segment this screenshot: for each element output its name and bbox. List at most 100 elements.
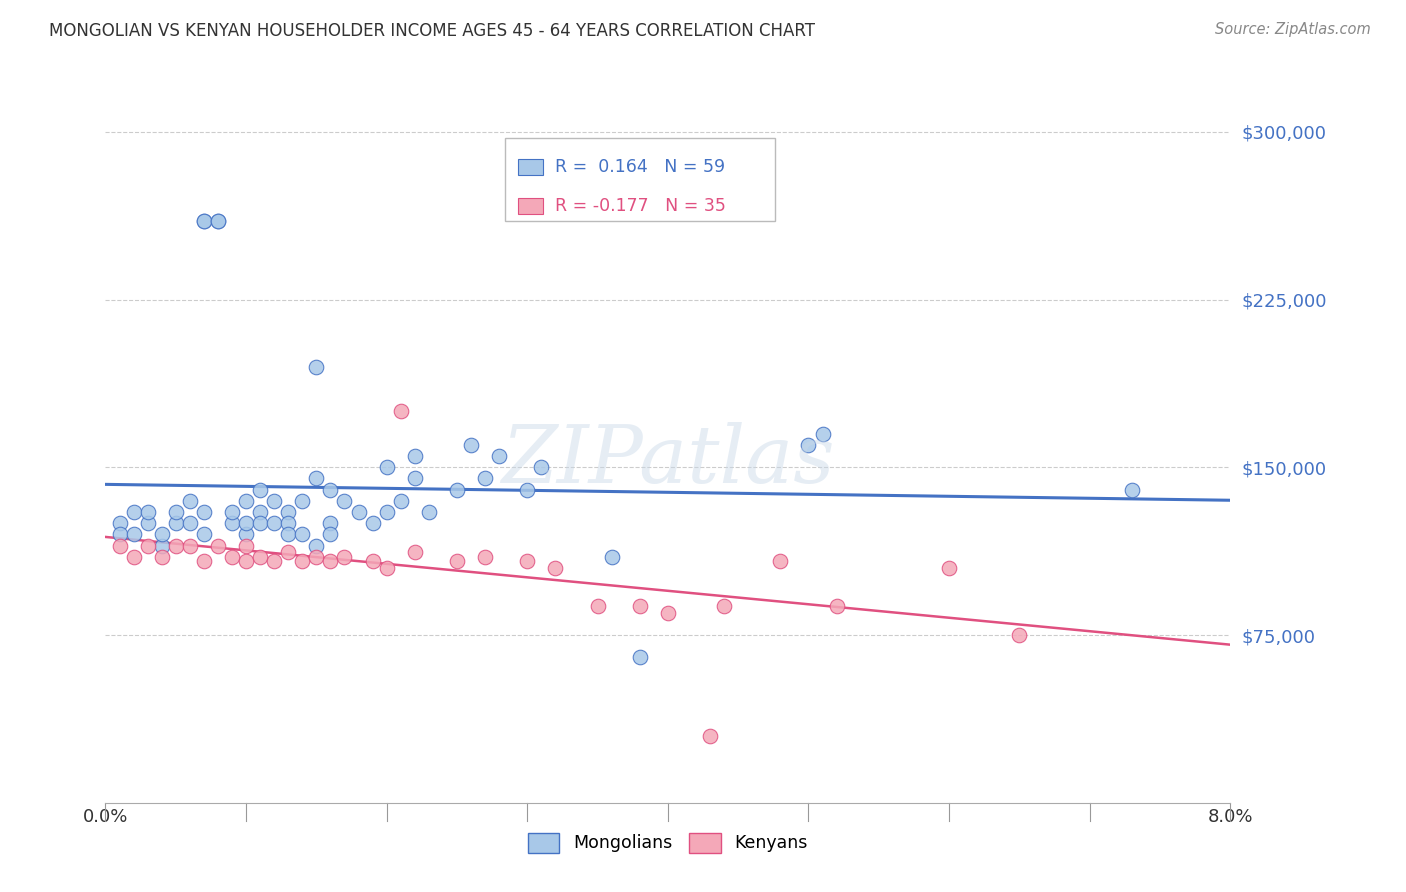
Point <box>446 554 468 568</box>
Point <box>122 505 145 519</box>
Point <box>193 214 215 228</box>
Point <box>305 539 328 553</box>
Point <box>108 539 131 553</box>
FancyBboxPatch shape <box>519 198 543 214</box>
Point <box>150 527 173 541</box>
Point <box>375 505 398 519</box>
Point <box>474 549 496 564</box>
Point <box>1121 483 1143 497</box>
Point <box>305 549 328 564</box>
Point <box>108 516 131 531</box>
Point <box>333 493 356 508</box>
Point <box>600 549 623 564</box>
Point <box>488 449 510 463</box>
Point <box>516 483 538 497</box>
Point <box>404 449 426 463</box>
Point <box>165 505 187 519</box>
Point <box>263 493 285 508</box>
Point <box>769 554 792 568</box>
Point <box>179 516 201 531</box>
Text: R =  0.164   N = 59: R = 0.164 N = 59 <box>555 158 725 176</box>
Point <box>361 516 384 531</box>
Point <box>404 545 426 559</box>
Point <box>361 554 384 568</box>
Point <box>446 483 468 497</box>
Point <box>375 460 398 475</box>
Point <box>811 426 834 441</box>
Point <box>460 438 482 452</box>
Point <box>122 549 145 564</box>
Point <box>249 483 271 497</box>
Point <box>319 554 342 568</box>
Point <box>193 554 215 568</box>
Point <box>938 561 960 575</box>
Point <box>221 505 243 519</box>
Point <box>179 493 201 508</box>
Point <box>628 650 651 665</box>
Point <box>530 460 553 475</box>
Point <box>305 471 328 485</box>
FancyBboxPatch shape <box>505 137 775 221</box>
Point <box>404 471 426 485</box>
Point <box>713 599 735 613</box>
Point <box>474 471 496 485</box>
Point <box>150 549 173 564</box>
Point <box>389 404 412 418</box>
Point <box>347 505 370 519</box>
Point <box>136 516 159 531</box>
Point <box>319 527 342 541</box>
Point <box>235 539 257 553</box>
Point <box>277 545 299 559</box>
Point <box>165 516 187 531</box>
Point <box>263 554 285 568</box>
Point <box>291 493 314 508</box>
Point <box>249 505 271 519</box>
Point <box>207 214 229 228</box>
Text: Source: ZipAtlas.com: Source: ZipAtlas.com <box>1215 22 1371 37</box>
Point <box>277 516 299 531</box>
Point <box>418 505 440 519</box>
Point <box>235 516 257 531</box>
Point <box>249 516 271 531</box>
Point <box>277 527 299 541</box>
Point <box>193 214 215 228</box>
Point <box>165 539 187 553</box>
Text: ZIPatlas: ZIPatlas <box>501 423 835 500</box>
Point <box>150 539 173 553</box>
Point <box>108 527 131 541</box>
Point <box>375 561 398 575</box>
Legend: Mongolians, Kenyans: Mongolians, Kenyans <box>520 826 815 860</box>
Point <box>586 599 609 613</box>
Point <box>699 729 721 743</box>
Point <box>544 561 567 575</box>
Point <box>277 505 299 519</box>
Point <box>319 483 342 497</box>
Point <box>797 438 820 452</box>
Point <box>207 214 229 228</box>
Point <box>249 549 271 564</box>
Point <box>291 527 314 541</box>
Point <box>305 359 328 374</box>
Point <box>235 554 257 568</box>
Point <box>1008 628 1031 642</box>
Point <box>235 527 257 541</box>
Point <box>193 527 215 541</box>
Point <box>136 505 159 519</box>
Point <box>319 516 342 531</box>
Point <box>825 599 848 613</box>
Point <box>291 554 314 568</box>
Point <box>136 539 159 553</box>
Text: MONGOLIAN VS KENYAN HOUSEHOLDER INCOME AGES 45 - 64 YEARS CORRELATION CHART: MONGOLIAN VS KENYAN HOUSEHOLDER INCOME A… <box>49 22 815 40</box>
Point <box>516 554 538 568</box>
FancyBboxPatch shape <box>519 159 543 175</box>
Point <box>235 493 257 508</box>
Point <box>207 539 229 553</box>
Point <box>389 493 412 508</box>
Point <box>221 516 243 531</box>
Point <box>657 606 679 620</box>
Point <box>628 599 651 613</box>
Point <box>193 505 215 519</box>
Point <box>122 527 145 541</box>
Text: R = -0.177   N = 35: R = -0.177 N = 35 <box>555 197 727 215</box>
Point <box>333 549 356 564</box>
